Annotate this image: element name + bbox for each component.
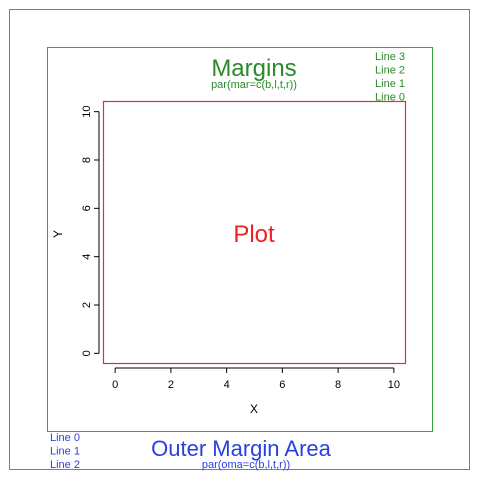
x-tick-label: 6 (279, 379, 285, 391)
plot-label: Plot (233, 221, 275, 248)
x-tick-label: 0 (112, 379, 118, 391)
outer-line-label: Line 0 (50, 432, 80, 444)
plot-region-border (102, 100, 407, 365)
y-tick-label: 8 (81, 157, 93, 163)
margin-line-label: Line 2 (375, 65, 405, 77)
y-tick-label: 4 (81, 254, 93, 260)
x-tick-label: 2 (168, 379, 174, 391)
y-axis-label: Y (51, 230, 65, 238)
y-tick-label: 10 (81, 106, 93, 118)
margin-line-label: Line 1 (375, 78, 405, 90)
x-tick-label: 8 (335, 379, 341, 391)
y-tick-label: 6 (81, 205, 93, 211)
figure-region-border (47, 47, 433, 432)
x-tick-label: 4 (224, 379, 230, 391)
outer-margin-code: par(oma=c(b,l,t,r)) (202, 459, 290, 471)
outer-region-border (9, 9, 470, 470)
y-tick-label: 2 (81, 302, 93, 308)
x-tick-label: 10 (388, 379, 400, 391)
y-axis: 0 2 4 6 8 10 (81, 106, 100, 356)
margins-title: Margins (211, 55, 296, 82)
margins-code: par(mar=c(b,l,t,r)) (211, 79, 297, 91)
x-axis-label: X (250, 402, 258, 416)
margin-line-label: Line 0 (375, 92, 405, 104)
outer-line-label: Line 2 (50, 459, 80, 471)
margin-line-label: Line 3 (375, 51, 405, 63)
x-axis: 0 2 4 6 8 10 (112, 367, 400, 391)
outer-margin-title: Outer Margin Area (151, 436, 332, 461)
outer-line-label: Line 1 (50, 446, 80, 458)
y-tick-label: 0 (81, 350, 93, 356)
